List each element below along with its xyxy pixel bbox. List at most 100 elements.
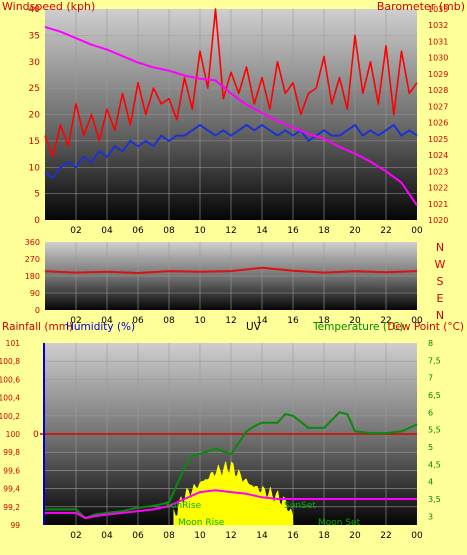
direction-tick-label: 270 [25,255,40,264]
x-tick-label: 12 [225,226,236,236]
gust-line [44,8,418,158]
dewpoint-axis-title: Dew Point (°C) [387,321,464,333]
barometer-axis-title: Barometer (mb) [377,0,465,13]
moonrise-label: Moon Rise [178,518,225,528]
temperature-tick-label: 3,5 [428,495,441,504]
wind-pressure-series [44,8,418,206]
compass-label: E [437,292,444,305]
windspeed-tick-label: 10 [29,163,41,173]
humidity-tick-label: 99,6 [3,466,20,475]
humidity-tick-label: 100 [6,430,21,439]
x-tick-label: 10 [194,226,206,236]
x-tick-label: 08 [163,226,175,236]
humidity-tick-label: 99,2 [3,503,20,512]
temperature-tick-label: 5,5 [428,426,441,435]
compass-label: W [435,258,446,271]
temperature-line [45,411,418,520]
humidity-tick-label: 99,4 [3,485,20,494]
x-tick-label: 02 [70,531,81,541]
barometer-tick-label: 1027 [428,102,448,111]
barometer-tick-label: 1025 [428,135,448,144]
direction-line [44,266,418,274]
humidity-tick-label: 99,8 [3,448,20,457]
wind-direction-series [44,266,418,274]
temperature-tick-label: 6,5 [428,391,441,400]
x-tick-label: 08 [163,316,175,326]
x-tick-label: 14 [256,226,268,236]
x-tick-label: 08 [163,531,175,541]
temperature-series [40,411,418,526]
uv-axis-title: UV [246,321,262,333]
humidity-axis-title: Humidity (%) [66,321,135,333]
direction-tick-label: 90 [30,289,40,298]
x-tick-label: 04 [101,226,113,236]
x-tick-label: 16 [287,531,299,541]
temperature-tick-label: 3 [428,512,433,521]
compass-label: S [437,275,444,288]
avg_wind-line [44,124,418,179]
moonset-label: Moon Set [318,518,361,528]
x-tick-label: 12 [225,531,236,541]
humidity-tick-label: 100,8 [0,357,20,366]
pressure-line [44,25,418,206]
humidity-tick-label: 100,6 [0,375,20,384]
compass-label: N [436,309,444,322]
barometer-tick-label: 1022 [428,184,448,193]
barometer-tick-label: 1023 [428,167,448,176]
direction-tick-label: 0 [35,306,40,315]
temperature-tick-label: 7,5 [428,356,441,365]
windspeed-axis-title: Windspeed (kph) [2,0,95,13]
x-tick-label: 10 [194,316,206,326]
temperature-tick-label: 6 [428,408,433,417]
temperature-tick-label: 4,5 [428,460,441,469]
x-tick-label: 04 [101,316,113,326]
x-tick-label: 16 [287,226,299,236]
zero-line-label: 0 [33,430,39,440]
barometer-tick-label: 1020 [428,216,448,225]
x-tick-label: 20 [349,226,361,236]
x-tick-label: 10 [194,531,206,541]
x-tick-label: 00 [411,226,423,236]
humidity-tick-label: 99 [10,521,20,530]
temperature-panel: 02 04 06 08 10 12 14 16 18 20 22 009999,299,499,699… [0,321,464,541]
barometer-tick-label: 1032 [428,21,448,30]
x-tick-label: 06 [132,226,144,236]
x-tick-label: 06 [132,531,144,541]
barometer-tick-label: 1026 [428,119,448,128]
dewpoint-line [45,489,417,520]
barometer-tick-label: 1024 [428,151,448,160]
temperature-tick-label: 5 [428,443,433,452]
x-tick-label: 12 [225,316,236,326]
wind-pressure-grid [45,9,417,220]
x-tick-label: 16 [287,316,299,326]
x-tick-label: 18 [318,531,330,541]
barometer-tick-label: 1030 [428,54,448,63]
x-tick-label: 00 [411,531,423,541]
direction-tick-label: 180 [25,272,40,281]
windspeed-tick-label: 0 [34,216,40,226]
x-tick-label: 02 [70,316,81,326]
wind-pressure-panel: 02 04 06 08 10 12 14 16 18 20 22 000510152025303540… [2,0,465,236]
windspeed-tick-label: 30 [29,58,41,68]
windspeed-tick-label: 35 [29,31,40,41]
windspeed-tick-label: 20 [29,111,41,121]
temperature-ticks: 02 04 06 08 10 12 14 16 18 20 22 009999,299,499,699… [0,339,441,541]
sunset-label: SunSet [284,501,316,511]
windspeed-tick-label: 25 [29,84,40,94]
temperature-tick-label: 8 [428,339,433,348]
windspeed-tick-label: 40 [29,5,41,15]
temperature-tick-label: 7 [428,374,433,383]
windspeed-tick-label: 15 [29,137,40,147]
humidity-tick-label: 100,4 [0,394,20,403]
x-tick-label: 22 [380,531,391,541]
x-tick-label: 00 [411,316,423,326]
temperature-tick-label: 4 [428,478,433,487]
barometer-tick-label: 1028 [428,86,448,95]
wind-direction-grid [45,242,417,310]
barometer-tick-label: 1031 [428,37,448,46]
humidity-tick-label: 101 [6,339,21,348]
x-tick-label: 18 [318,226,330,236]
barometer-tick-label: 1021 [428,200,448,209]
